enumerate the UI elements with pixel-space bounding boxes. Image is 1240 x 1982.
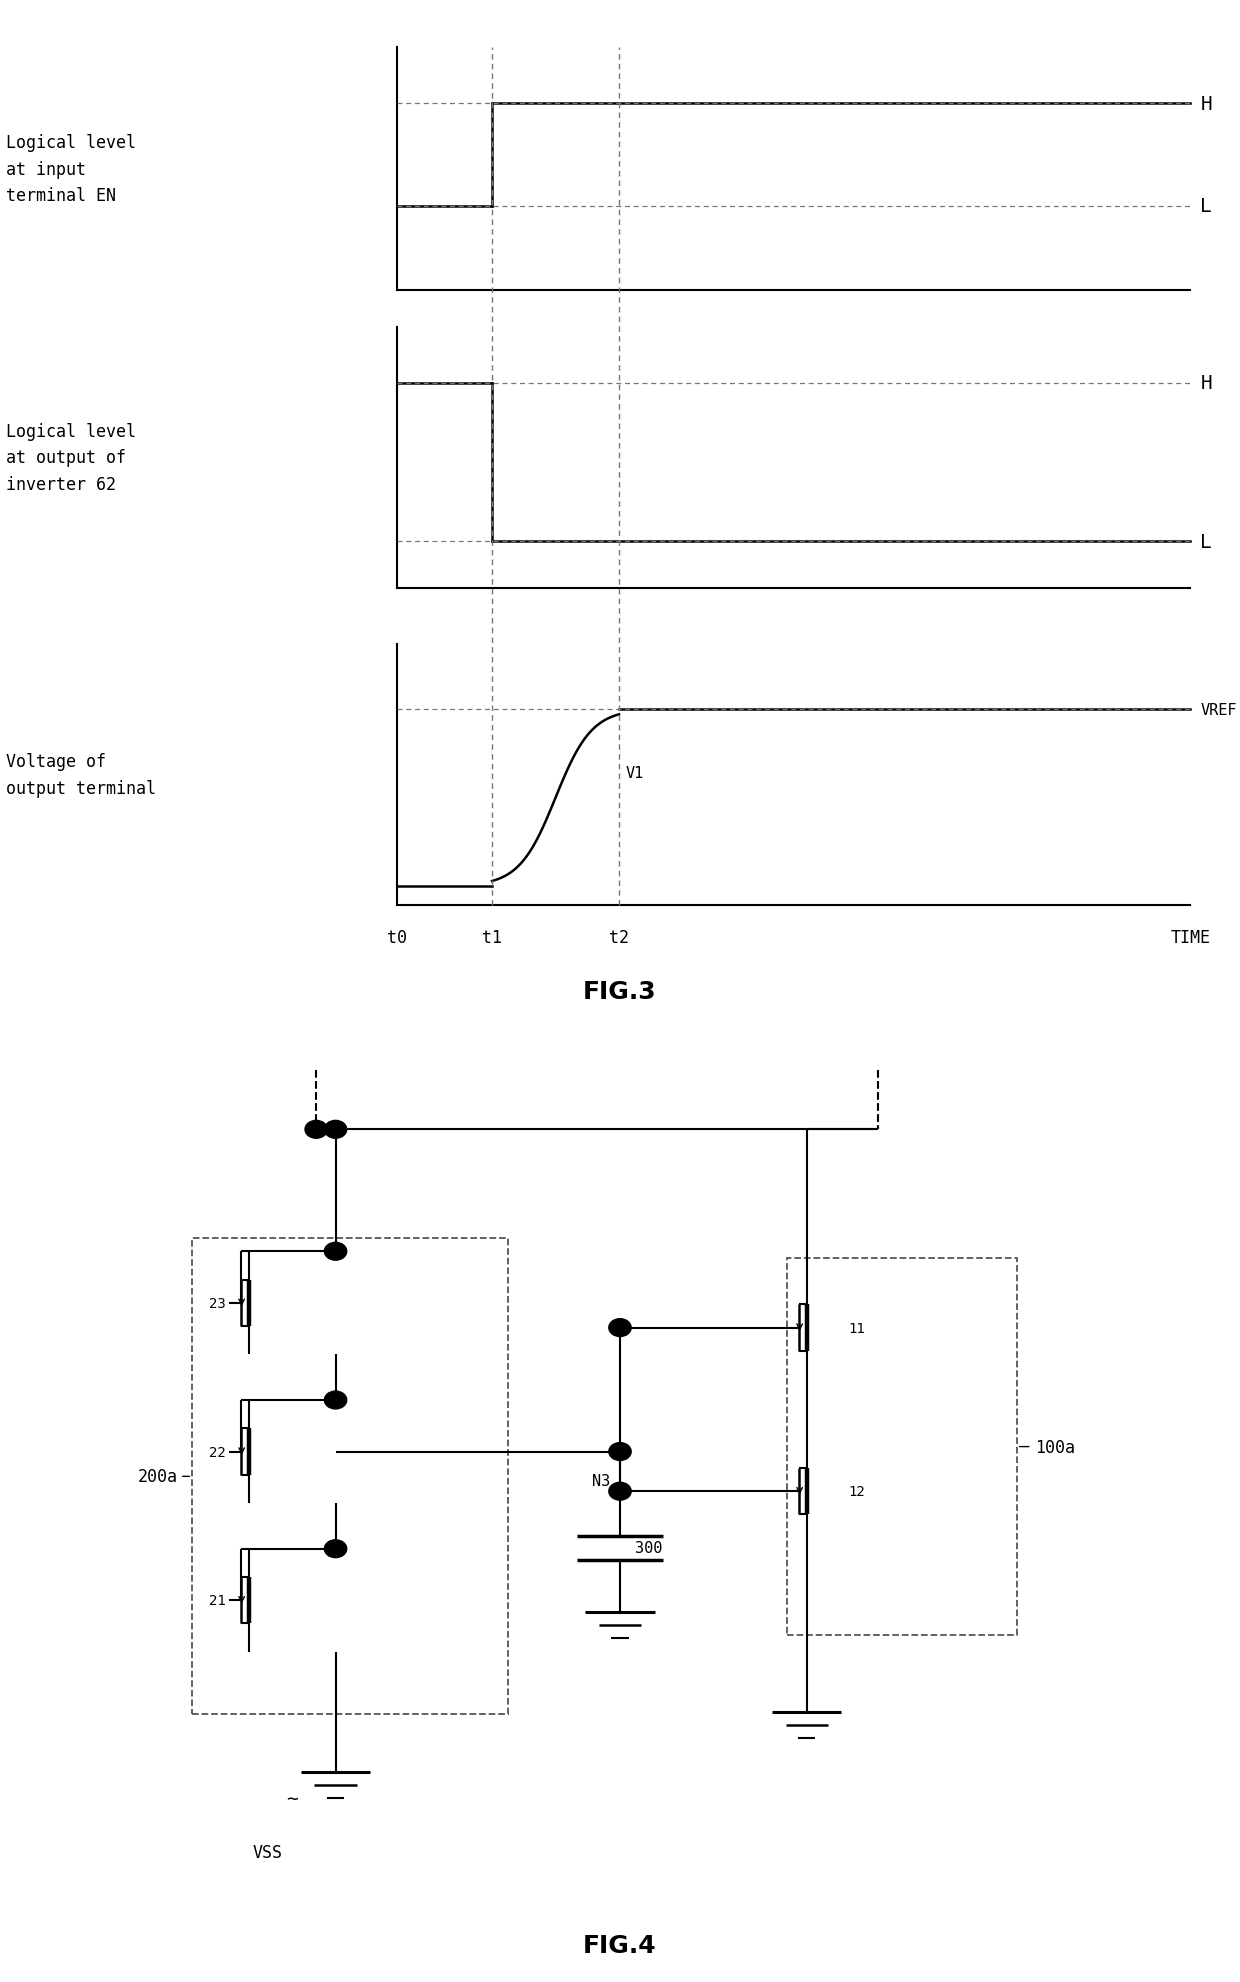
- Text: N3: N3: [591, 1475, 610, 1488]
- Text: 11: 11: [848, 1320, 866, 1336]
- Text: VREF: VREF: [1200, 702, 1236, 717]
- Text: FIG.3: FIG.3: [583, 979, 657, 1005]
- Circle shape: [609, 1443, 631, 1461]
- Text: Voltage of
output terminal: Voltage of output terminal: [6, 753, 156, 797]
- Text: 22: 22: [210, 1445, 226, 1459]
- Text: 12: 12: [848, 1485, 866, 1498]
- Bar: [787, 1259, 1017, 1635]
- Bar: [192, 1239, 508, 1714]
- Circle shape: [325, 1243, 347, 1261]
- Text: 200a: 200a: [138, 1467, 177, 1486]
- Text: L: L: [1200, 198, 1211, 216]
- Text: 300: 300: [635, 1540, 662, 1556]
- Circle shape: [325, 1540, 347, 1558]
- Text: 23: 23: [210, 1296, 226, 1310]
- Text: t2: t2: [609, 930, 629, 947]
- Circle shape: [609, 1483, 631, 1500]
- Text: H: H: [1200, 95, 1211, 113]
- Text: L: L: [1200, 533, 1211, 551]
- Text: H: H: [1200, 375, 1211, 392]
- Circle shape: [305, 1122, 327, 1138]
- Text: ~: ~: [286, 1790, 298, 1808]
- Text: t1: t1: [482, 930, 502, 947]
- Circle shape: [325, 1391, 347, 1409]
- Text: t0: t0: [387, 930, 407, 947]
- Text: V1: V1: [625, 765, 644, 781]
- Text: 100a: 100a: [1035, 1437, 1075, 1457]
- Text: FIG.4: FIG.4: [583, 1932, 657, 1958]
- Text: TIME: TIME: [1171, 930, 1210, 947]
- Text: Logical level
at input
terminal EN: Logical level at input terminal EN: [6, 135, 136, 204]
- Circle shape: [325, 1122, 347, 1138]
- Circle shape: [609, 1320, 631, 1338]
- Text: 21: 21: [210, 1594, 226, 1607]
- Text: VSS: VSS: [253, 1843, 283, 1861]
- Text: Logical level
at output of
inverter 62: Logical level at output of inverter 62: [6, 422, 136, 494]
